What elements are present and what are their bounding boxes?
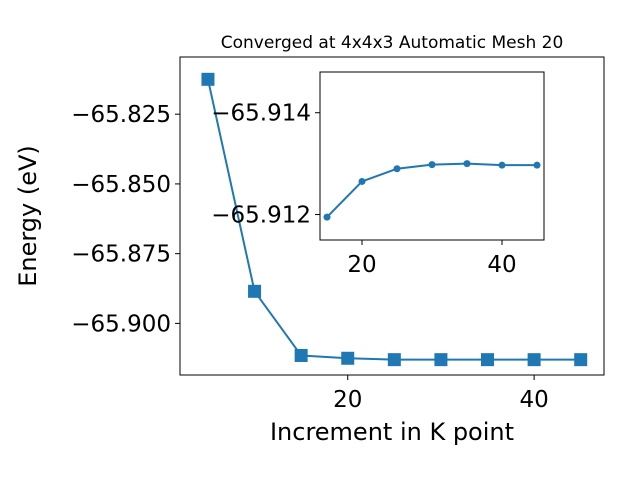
x-axis-label: Increment in K point <box>270 418 514 446</box>
main-x-tick-label: 40 <box>519 387 548 413</box>
main-y-tick-label: −65.900 <box>71 311 171 337</box>
inset-y-tick-label: −65.912 <box>211 203 311 229</box>
inset-series <box>323 160 541 221</box>
main-plot-frame <box>179 56 605 376</box>
inset-data-point <box>498 161 506 169</box>
inset-x-tick-label: 20 <box>347 252 376 278</box>
inset-ticks: 20 40 −65.914 −65.912 <box>211 101 516 278</box>
main-ticks: 20 40 −65.825 −65.850 −65.875 −65.900 <box>71 102 549 413</box>
main-data-point <box>294 348 308 362</box>
chart-title: Converged at 4x4x3 Automatic Mesh 20 <box>221 33 564 53</box>
inset-plot-frame <box>319 71 545 241</box>
y-axis-label: Energy (eV) <box>14 145 42 287</box>
main-series <box>201 72 588 367</box>
main-y-tick-label: −65.825 <box>71 102 171 128</box>
inset-data-point <box>428 161 436 169</box>
main-data-point <box>481 353 495 367</box>
inset-y-tick-label: −65.914 <box>211 101 311 127</box>
main-axes: Converged at 4x4x3 Automatic Mesh 20 Inc… <box>14 33 605 446</box>
main-data-point <box>527 353 541 367</box>
main-data-point <box>574 353 588 367</box>
inset-axes: 20 40 −65.914 −65.912 <box>211 71 545 278</box>
main-y-tick-label: −65.850 <box>71 172 171 198</box>
main-data-point <box>387 353 401 367</box>
inset-data-point <box>463 160 471 168</box>
inset-data-point <box>358 177 366 185</box>
inset-data-point <box>323 213 331 221</box>
main-data-point <box>201 72 215 86</box>
main-data-point <box>341 351 355 365</box>
main-y-tick-label: −65.875 <box>71 242 171 268</box>
inset-x-tick-label: 40 <box>487 252 516 278</box>
main-data-point <box>434 353 448 367</box>
inset-data-point <box>393 165 401 173</box>
inset-data-point <box>533 161 541 169</box>
main-x-tick-label: 20 <box>333 387 362 413</box>
main-data-point <box>248 284 262 298</box>
